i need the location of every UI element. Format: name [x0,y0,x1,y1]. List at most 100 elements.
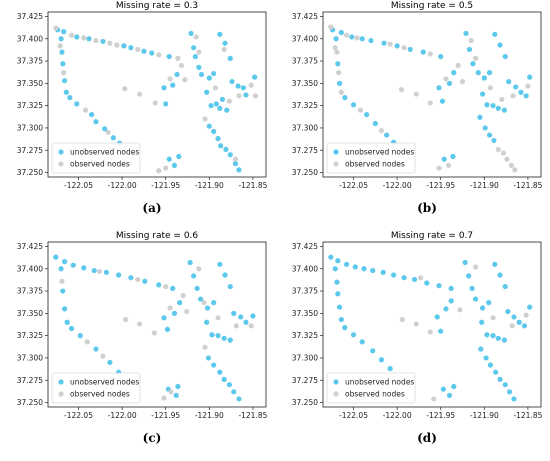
legend-box [51,142,141,174]
y-tick-label: 37.325 [17,331,43,340]
x-tick-label: -122.05 [64,411,93,420]
legend-marker-unobserved [333,379,339,385]
observed-node-point [182,77,188,83]
observed-node-point [202,344,208,350]
unobserved-node-point [328,254,334,260]
y-tick-label: 37.375 [17,57,43,66]
legend-marker-unobserved [58,379,64,385]
unobserved-node-point [243,92,249,98]
unobserved-node-point [446,392,453,399]
unobserved-node-point [470,61,476,67]
y-tick-label: 37.325 [292,331,318,340]
x-tick-label: -122.05 [339,411,368,420]
legend-box [326,142,416,174]
y-tick-label: 37.375 [292,57,318,66]
chart-panel-4: Missing rate = 0.7 -122.05 -122.00 -121.95 -… [292,231,543,445]
unobserved-node-point [473,296,479,302]
unobserved-node-point [67,95,73,101]
unobserved-node-point [206,75,212,81]
observed-node-point [81,35,87,41]
unobserved-node-point [121,43,127,49]
observed-node-point [212,85,219,91]
x-tick-label: -122.00 [108,181,137,190]
unobserved-node-point [206,123,212,129]
unobserved-node-point [61,78,68,84]
chart-title: Missing rate = 0.7 [391,231,473,241]
legend-label-unobserved: unobserved nodes [70,148,139,157]
observed-node-point [499,96,505,103]
plot-frame [322,11,542,178]
unobserved-node-point [231,389,237,395]
y-tick-label: 37.250 [17,398,43,407]
observed-node-point [68,32,75,38]
unobserved-node-point [116,272,122,278]
observed-node-point [184,308,190,315]
unobserved-node-point [370,348,376,354]
unobserved-node-point [387,366,393,372]
observed-node-point [96,268,103,275]
observed-node-point [105,129,111,136]
unobserved-node-point [224,107,230,113]
x-tick-label: -121.95 [426,411,455,420]
observed-node-point [135,46,141,53]
observed-node-point [418,275,424,281]
unobserved-node-point [436,85,442,91]
x-tick-label: -122.00 [383,181,412,190]
unobserved-node-point [170,82,176,88]
unobserved-node-point [364,111,370,118]
unobserved-node-point [407,46,413,53]
unobserved-node-point [227,337,233,343]
observed-node-point [455,62,461,69]
unobserved-node-point [177,300,183,306]
observed-node-point [357,107,364,113]
unobserved-node-point [384,132,390,138]
observed-node-point [107,40,113,46]
observed-node-point [473,55,479,61]
unobserved-node-point [338,316,344,323]
x-tick-label: -121.95 [151,181,180,190]
chart-panel-2: Missing rate = 0.5 -122.05 -122.00 -121.95 -… [292,1,543,215]
observed-node-point [175,55,181,61]
observed-node-point [445,162,452,169]
unobserved-node-point [61,306,68,312]
unobserved-node-point [336,304,343,310]
chart-panel-3: Missing rate = 0.6 -122.05 -122.00 -121.95 -… [17,231,268,445]
observed-node-point [328,24,334,30]
legend-label-observed: observed nodes [345,160,405,169]
unobserved-node-point [463,30,469,37]
chart-title: Missing rate = 0.3 [116,1,198,11]
observed-node-point [151,330,157,336]
unobserved-node-point [209,332,215,338]
unobserved-node-point [191,273,197,279]
unobserved-node-point [492,261,498,267]
unobserved-node-point [338,29,344,36]
unobserved-node-point [81,265,87,271]
observed-node-point [504,156,510,162]
y-tick-label: 37.425 [292,242,318,251]
observed-node-point [248,323,254,329]
unobserved-node-point [436,283,442,289]
unobserved-node-point [211,300,217,306]
unobserved-node-point [370,267,376,274]
unobserved-node-point [350,102,357,108]
observed-node-point [354,35,360,41]
unobserved-node-point [486,132,493,138]
legend-marker-observed [333,161,339,167]
unobserved-node-point [208,103,214,109]
unobserved-node-point [215,333,221,339]
unobserved-node-point [502,53,508,60]
y-tick-label: 37.250 [17,168,43,177]
panel-caption: (a) [142,201,161,215]
unobserved-node-point [450,153,456,160]
observed-node-point [387,41,393,47]
unobserved-node-point [482,125,488,131]
unobserved-node-point [486,70,493,76]
observed-node-point [53,25,59,31]
unobserved-node-point [481,75,487,81]
unobserved-node-point [74,101,80,107]
chart-title: Missing rate = 0.6 [116,231,199,241]
unobserved-node-point [523,93,529,99]
unobserved-node-point [451,70,457,76]
y-tick-label: 37.375 [292,287,318,296]
unobserved-node-point [446,80,453,86]
